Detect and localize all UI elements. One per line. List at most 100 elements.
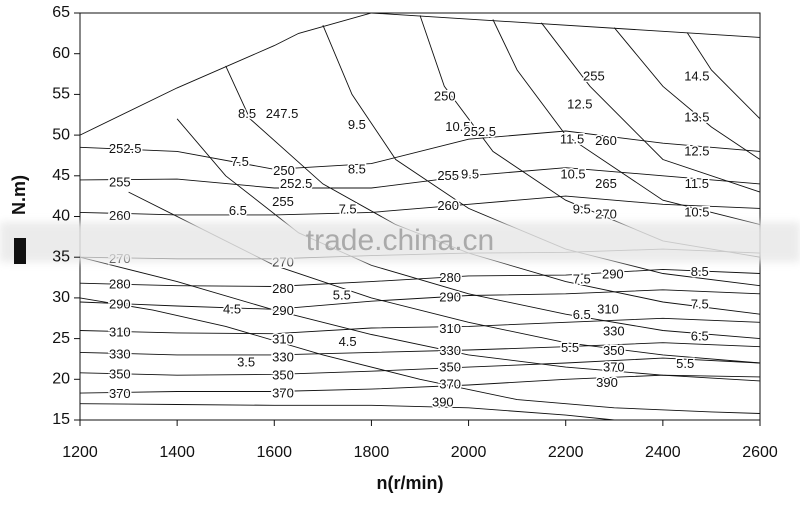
x-tick-label: 2000 [451,444,487,461]
contour-line [79,195,761,216]
contour-label: 370 [439,376,461,391]
contour-label: 12.5 [684,144,709,159]
contour-label: 7.5 [231,154,249,169]
y-tick-label: 55 [52,86,70,103]
contour-label: 330 [439,343,461,358]
contour-label: 7.5 [573,271,591,286]
contour-label: 330 [272,350,294,365]
contour-label: 12.5 [567,96,592,111]
contour-line [79,374,761,394]
contour-label: 310 [439,321,461,336]
contour-label: 6.5 [229,203,247,218]
contour-label: 7.5 [691,297,709,312]
contour-label: 8.5 [691,264,709,279]
y-label-mask [14,238,26,264]
contour-label: 350 [439,359,461,374]
y-tick-label: 60 [52,45,70,62]
contour-label: 310 [272,332,294,347]
contour-line [79,317,761,335]
contour-label: 290 [109,297,131,312]
contour-label: 260 [595,133,617,148]
contour-label: 255 [437,168,459,183]
contour-label: 370 [109,386,131,401]
axes: 1200 1400 1600 1800 2000 2200 2400 2600 15 20 25 30… [52,4,778,461]
y-tick-label: 30 [52,289,70,306]
x-tick-label: 1600 [256,444,292,461]
contour-line [79,256,761,382]
contour-line [79,268,761,287]
contour-label: 260 [109,208,131,223]
contour-label: 6.5 [573,307,591,322]
y-tick-label: 25 [52,330,70,347]
contour-line [541,22,761,193]
contour-label: 7.5 [339,201,357,216]
contour-label: 10.5 [560,166,585,181]
y-tick-label: 20 [52,371,70,388]
contour-label: 9.5 [461,166,479,181]
y-tick-label: 40 [52,208,70,225]
contour-label: 13.5 [684,109,709,124]
contour-lines [79,12,761,421]
contour-label: 5.5 [333,288,351,303]
contour-label: 255 [272,194,294,209]
x-tick-label: 2200 [548,444,584,461]
contour-label: 8.5 [348,162,366,177]
y-tick-label: 15 [52,411,70,428]
y-tick-label: 45 [52,167,70,184]
contour-line [79,12,761,136]
x-tick-label: 2600 [742,444,778,461]
contour-label: 8.5 [238,106,256,121]
contour-line [686,32,761,120]
contour-label: 330 [109,346,131,361]
y-tick-label: 35 [52,248,70,265]
contour-line [79,403,615,421]
contour-label: 255 [109,175,131,190]
contour-line [322,25,761,287]
contour-label: 252.5 [463,124,496,139]
y-tick-label: 50 [52,126,70,143]
plot-frame [79,12,761,421]
x-tick-label: 1200 [62,444,98,461]
contour-line [176,118,761,340]
contour-line [79,130,761,170]
x-tick-label: 2400 [645,444,681,461]
contour-label: 260 [437,198,459,213]
contour-label: 280 [272,281,294,296]
contour-label: 370 [603,359,625,374]
contour-line [79,342,761,356]
contour-line [79,289,761,310]
contour-label: 290 [439,289,461,304]
contour-line [79,297,761,414]
contour-label: 5.5 [676,356,694,371]
contour-label: 310 [109,324,131,339]
contour-label: 6.5 [691,328,709,343]
contour-label: 250 [434,88,456,103]
contour-label: 350 [603,343,625,358]
contour-label: 255 [583,69,605,84]
contour-label: 10.5 [684,205,709,220]
y-axis-title: N.m) [9,175,29,215]
contour-label: 330 [603,324,625,339]
contour-label: 350 [109,367,131,382]
watermark-band [0,222,800,262]
contour-label: 247.5 [266,106,299,121]
contour-label: 4.5 [223,302,241,317]
contour-label: 9.5 [573,201,591,216]
contour-label: 10.5 [445,119,470,134]
contour-label: 265 [595,176,617,191]
contour-label: 290 [272,303,294,318]
contour-label: 310 [597,302,619,317]
contour-label: 11.5 [685,176,709,191]
contour-label: 252.5 [109,141,142,156]
contour-label: 290 [602,267,624,282]
contour-line [79,357,761,376]
contour-label: 350 [272,367,294,382]
contour-line [492,19,761,226]
y-tick-label: 65 [52,4,70,21]
contour-label: 270 [595,206,617,221]
x-axis-title: n(r/min) [377,473,444,493]
contour-line [613,27,761,160]
watermark: trade.china.cn [306,224,494,257]
x-tick-label: 1400 [159,444,195,461]
